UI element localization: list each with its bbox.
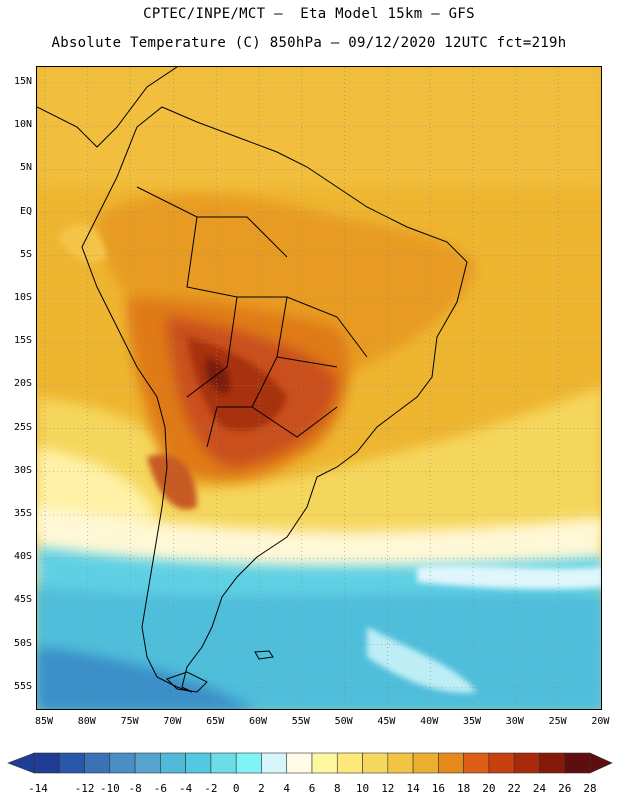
colorbar-swatch — [84, 752, 111, 774]
colorbar-swatch — [488, 752, 515, 774]
colorbar-swatch — [412, 752, 439, 774]
coastline-and-borders — [37, 67, 468, 693]
lon-label: 80W — [77, 716, 96, 727]
colorbar-swatch — [539, 752, 566, 774]
colorbar-tick-label: 8 — [333, 782, 341, 795]
temperature-map — [36, 66, 602, 710]
lat-label: 10N — [13, 119, 32, 131]
lon-label: 85W — [34, 716, 54, 727]
country-borders — [136, 186, 368, 448]
colorbar-tick-label: 0 — [232, 782, 240, 795]
lat-label: 5N — [19, 162, 32, 174]
coldest-southwest-field — [37, 647, 254, 709]
lat-lon-grid — [37, 67, 601, 709]
lon-label: 50W — [334, 716, 353, 727]
colorbar-swatch — [210, 752, 237, 774]
lat-label: 15S — [13, 335, 32, 347]
colorbar-tick-label: 12 — [381, 782, 395, 795]
colorbar-swatch — [235, 752, 262, 774]
colorbar-tick-label: -2 — [204, 782, 218, 795]
colorbar-tick-label: -4 — [179, 782, 193, 795]
colorbar-tick-label: 26 — [558, 782, 572, 795]
temperature-field-svg — [37, 67, 601, 709]
colorbar-tick-label: -8 — [128, 782, 142, 795]
south-america-coastline — [81, 106, 468, 693]
lat-label: 5S — [19, 248, 32, 260]
lon-label: 45W — [377, 716, 396, 727]
tierra-del-fuego — [166, 671, 208, 693]
lon-label: 60W — [248, 716, 268, 727]
colorbar-swatch — [438, 752, 464, 774]
colorbar-tick-label: 4 — [283, 782, 291, 795]
colorbar-swatch — [513, 752, 540, 774]
colorbar-swatch — [362, 752, 389, 774]
colorbar-swatch — [58, 752, 85, 774]
colorbar-tick-label: 16 — [431, 782, 445, 795]
colorbar-swatch — [261, 752, 288, 774]
lat-label: 40S — [13, 551, 32, 563]
temperature-colorbar — [0, 748, 618, 800]
andes-foothill-warm — [147, 454, 197, 510]
cold-patch-south-atlantic — [367, 627, 477, 693]
lat-label: EQ — [19, 205, 32, 217]
colorbar-swatch — [160, 752, 186, 774]
colorbar-swatch — [387, 752, 414, 774]
colorbar-swatch — [185, 752, 212, 774]
colorbar-swatch — [286, 752, 313, 774]
colorbar-tick-label: 14 — [406, 782, 420, 795]
lat-label: 15N — [13, 76, 32, 87]
colorbar-tick-label: 6 — [308, 782, 316, 795]
central-america-coast — [37, 67, 178, 148]
chart-title-line2: Absolute Temperature (C) 850hPa – 09/12/… — [51, 35, 567, 51]
colorbar-underflow-triangle — [7, 752, 35, 774]
andes-cool-spot-north — [57, 223, 107, 263]
colorbar-tick-label: 22 — [507, 782, 521, 795]
colorbar-svg — [7, 752, 613, 774]
lat-label: 25S — [13, 421, 32, 433]
chart-title-line1: CPTEC/INPE/MCT – Eta Model 15km – GFS — [143, 6, 475, 22]
lat-label: 55S — [13, 680, 32, 692]
colorbar-swatch — [336, 752, 363, 774]
colorbar-tick-label: -6 — [153, 782, 167, 795]
falkland-islands — [254, 650, 274, 660]
colorbar-tick-label: -14 — [28, 782, 48, 795]
lat-label: 50S — [13, 637, 32, 649]
lon-label: 35W — [462, 716, 482, 727]
colorbar-tick-label: 2 — [258, 782, 265, 795]
colorbar-tick-label: 24 — [532, 782, 547, 795]
pale-cyan-streak — [417, 565, 601, 590]
colorbar-swatch — [463, 752, 490, 774]
colorbar-tick-label: -12 — [74, 782, 95, 795]
lon-label: 40W — [420, 716, 439, 727]
lat-label: 45S — [13, 594, 32, 606]
colorbar-overflow-triangle — [589, 752, 613, 774]
lon-label: 65W — [206, 716, 225, 727]
colorbar-swatch — [564, 752, 591, 774]
lon-label: 75W — [120, 716, 139, 727]
lon-label: 25W — [548, 716, 567, 727]
colorbar-tick-label: -10 — [99, 782, 120, 795]
colorbar-tick-label: 20 — [482, 782, 496, 795]
lon-label: 20W — [591, 716, 610, 727]
lon-label: 30W — [505, 716, 524, 727]
lat-label: 30S — [13, 464, 32, 476]
colorbar-swatch — [109, 752, 136, 774]
lat-label: 35S — [13, 508, 32, 519]
tropical-atlantic-band — [37, 67, 601, 187]
colorbar-swatch — [134, 752, 161, 774]
colorbar-tick-label: 10 — [355, 782, 370, 795]
colorbar-swatch — [33, 752, 60, 774]
lat-label: 20S — [13, 378, 32, 390]
lon-label: 70W — [163, 716, 182, 727]
colorbar-tick-label: 28 — [583, 782, 597, 795]
colorbar-swatch — [311, 752, 338, 774]
lat-label: 10S — [13, 292, 32, 303]
colorbar-tick-label: 18 — [457, 782, 471, 795]
heat-maximum-core — [205, 357, 230, 393]
lon-label: 55W — [291, 716, 310, 727]
